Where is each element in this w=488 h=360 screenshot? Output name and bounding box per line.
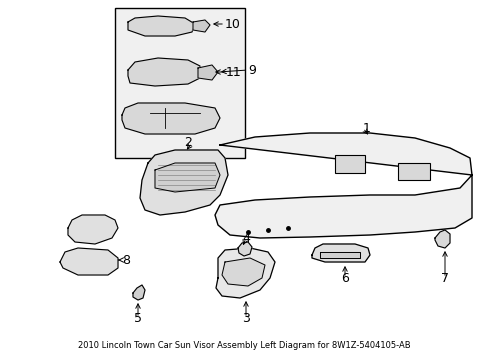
Bar — [334, 155, 364, 173]
Polygon shape — [193, 20, 209, 32]
Text: 3: 3 — [242, 311, 249, 324]
Polygon shape — [128, 58, 200, 86]
Polygon shape — [122, 103, 220, 134]
Text: 4: 4 — [242, 231, 249, 244]
Text: 5: 5 — [134, 311, 142, 324]
Polygon shape — [238, 242, 251, 256]
Polygon shape — [215, 133, 471, 238]
Text: 1: 1 — [362, 122, 370, 135]
Text: 2: 2 — [184, 136, 192, 149]
Text: 6: 6 — [340, 271, 348, 284]
Bar — [397, 163, 429, 180]
Polygon shape — [60, 248, 118, 275]
Text: 10: 10 — [224, 18, 241, 31]
Polygon shape — [319, 252, 359, 258]
Polygon shape — [128, 16, 195, 36]
Text: 11: 11 — [225, 66, 241, 78]
Polygon shape — [311, 244, 369, 262]
Text: 7: 7 — [440, 271, 448, 284]
Polygon shape — [140, 150, 227, 215]
Polygon shape — [68, 215, 118, 244]
Polygon shape — [216, 248, 274, 298]
Text: 9: 9 — [247, 63, 255, 77]
Polygon shape — [198, 65, 218, 80]
Polygon shape — [133, 285, 145, 300]
Polygon shape — [434, 230, 449, 248]
Polygon shape — [155, 163, 220, 192]
Text: 2010 Lincoln Town Car Sun Visor Assembly Left Diagram for 8W1Z-5404105-AB: 2010 Lincoln Town Car Sun Visor Assembly… — [78, 341, 410, 350]
Polygon shape — [222, 258, 264, 286]
Bar — [115, 8, 244, 158]
Text: 8: 8 — [122, 253, 130, 266]
